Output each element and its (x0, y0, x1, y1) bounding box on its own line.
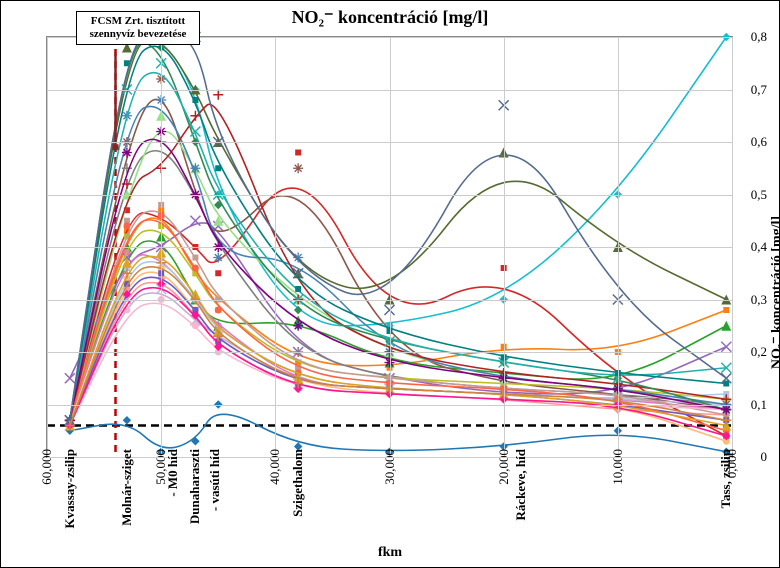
location-label: Tass, zsilip (718, 449, 734, 509)
x-axis-label: fkm (1, 545, 779, 561)
location-label: Ráckeve, híd (513, 449, 529, 521)
ytick-label: 0,5 (751, 187, 767, 203)
xtick-label: 30,000 (382, 449, 398, 485)
ytick-label: 0,6 (751, 134, 767, 150)
ytick-label: 0,7 (751, 82, 767, 98)
location-label: Dunaharaszti (187, 449, 203, 524)
location-label: - M0 híd (165, 449, 181, 497)
chart-container: NO₂⁻ koncentráció [mg/l] FCSM Zrt. tiszt… (0, 0, 780, 568)
ytick-label: 0,2 (751, 344, 767, 360)
location-label: Molnár-sziget (119, 449, 135, 526)
ytick-label: 0,3 (751, 292, 767, 308)
ytick-label: 0,4 (751, 239, 767, 255)
xtick-label: 10,000 (610, 449, 626, 485)
ytick-label: 0,8 (751, 29, 767, 45)
location-label: Szigethalom (290, 449, 306, 517)
location-label: Kvassay-zsilip (62, 449, 78, 528)
annotation-box: FCSM Zrt. tisztított szennyvíz bevezetés… (76, 11, 200, 45)
y-axis-label: NO₂⁻ koncentráció [mg/l] (769, 216, 780, 369)
ytick-label: 0 (761, 449, 768, 465)
xtick-label: 60,000 (39, 449, 55, 485)
xtick-label: 20,000 (496, 449, 512, 485)
xtick-label: 40,000 (267, 449, 283, 485)
plot-area: 60,00050,00040,00030,00020,00010,0000,00… (46, 36, 733, 458)
location-label: - vasúti híd (207, 449, 223, 511)
ytick-label: 0,1 (751, 397, 767, 413)
